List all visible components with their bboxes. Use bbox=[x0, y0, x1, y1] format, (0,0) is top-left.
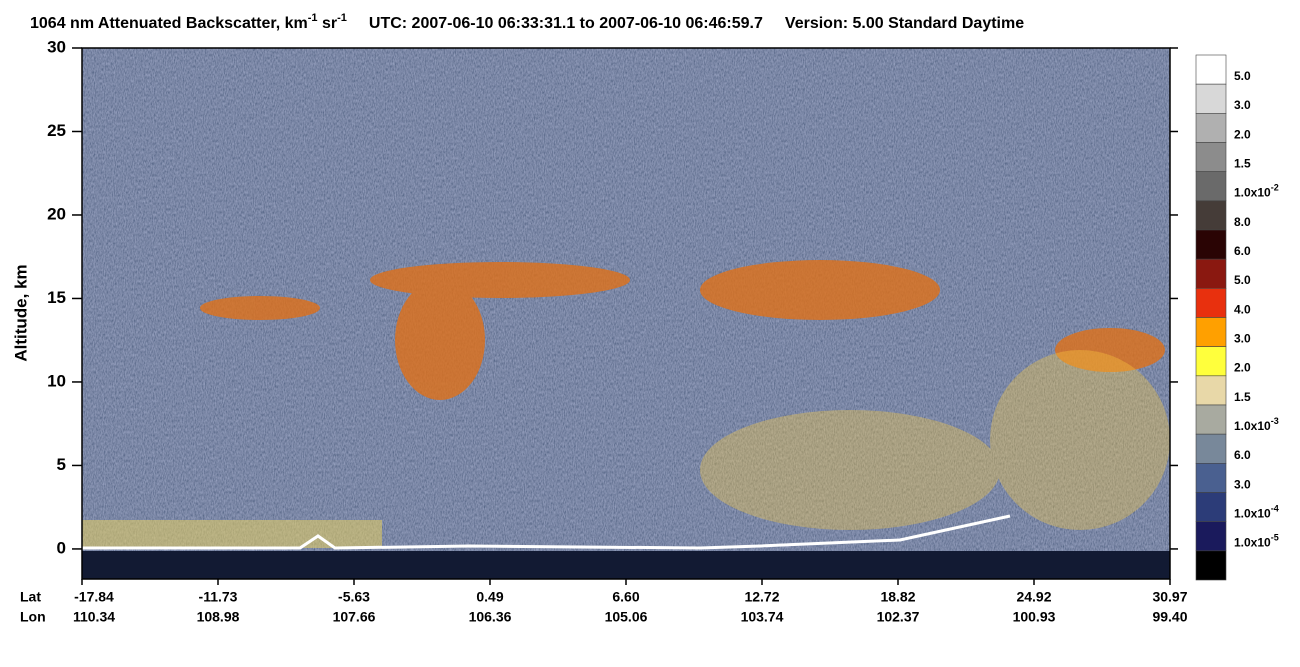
colorbar-label-sup: -5 bbox=[1271, 533, 1279, 543]
lat-label: Lat bbox=[20, 589, 41, 605]
colorbar-cell bbox=[1195, 258, 1227, 289]
lon-tick-label: 105.06 bbox=[605, 609, 648, 625]
colorbar-cell bbox=[1195, 171, 1227, 202]
colorbar-cell bbox=[1195, 317, 1227, 347]
colorbar-label-text: 8.0 bbox=[1234, 215, 1251, 229]
lon-tick-label: 107.66 bbox=[333, 609, 376, 625]
colorbar-label: 1.0x10-2 bbox=[1234, 183, 1279, 200]
surface-return bbox=[82, 514, 1011, 550]
title-part: sr bbox=[318, 15, 338, 32]
colorbar-cell bbox=[1195, 54, 1227, 85]
colorbar-label-text: 4.0 bbox=[1234, 303, 1251, 317]
colorbar-label-text: 3.0 bbox=[1234, 98, 1251, 112]
colorbar-label: 3.0 bbox=[1234, 332, 1251, 346]
colorbar-label: 8.0 bbox=[1234, 215, 1251, 229]
colorbar-label-text: 3.0 bbox=[1234, 478, 1251, 492]
colorbar-label: 5.0 bbox=[1234, 69, 1251, 83]
colorbar-label-text: 6.0 bbox=[1234, 244, 1251, 258]
colorbar-cell bbox=[1195, 142, 1227, 172]
y-tick-label: 0 bbox=[57, 538, 66, 557]
colorbar-label: 5.0 bbox=[1234, 273, 1251, 287]
lon-label: Lon bbox=[20, 609, 46, 625]
lat-tick-label: 24.92 bbox=[1016, 589, 1051, 605]
y-tick-label: 15 bbox=[47, 288, 66, 307]
boundary-layer bbox=[82, 520, 382, 548]
lat-tick-label: 6.60 bbox=[612, 589, 639, 605]
subsurface bbox=[82, 551, 1170, 579]
title-part: Version: 5.00 Standard Daytime bbox=[785, 15, 1024, 32]
lat-tick-label: 18.82 bbox=[880, 589, 915, 605]
colorbar-label: 2.0 bbox=[1234, 128, 1251, 142]
colorbar-cell bbox=[1195, 521, 1227, 552]
colorbar-label: 3.0 bbox=[1234, 98, 1251, 112]
colorbar-label-sup: -3 bbox=[1271, 416, 1279, 426]
lon-tick-label: 100.93 bbox=[1013, 609, 1056, 625]
colorbar-label-sup: -4 bbox=[1271, 504, 1279, 514]
colorbar-label-text: 1.5 bbox=[1234, 390, 1251, 404]
colorbar-label: 4.0 bbox=[1234, 303, 1251, 317]
y-tick-label: 20 bbox=[47, 204, 66, 223]
colorbar-label-text: 1.0x10 bbox=[1234, 419, 1271, 433]
title-part: UTC: 2007-06-10 06:33:31.1 to 2007-06-10… bbox=[369, 15, 763, 32]
title-sup: -1 bbox=[337, 12, 347, 24]
y-tick-label: 5 bbox=[57, 455, 66, 474]
colorbar-cell bbox=[1195, 113, 1227, 143]
chart-title: 1064 nm Attenuated Backscatter, km-1 sr-… bbox=[30, 12, 1024, 32]
lat-tick-label: -17.84 bbox=[74, 589, 114, 605]
curtain-image bbox=[82, 48, 1170, 579]
colorbar-label: 1.5 bbox=[1234, 390, 1251, 404]
lon-tick-label: 103.74 bbox=[741, 609, 784, 625]
lat-tick-label: 12.72 bbox=[744, 589, 779, 605]
colorbar-cell bbox=[1195, 200, 1227, 231]
colorbar-cell bbox=[1195, 404, 1227, 435]
colorbar-label-text: 1.0x10 bbox=[1234, 507, 1271, 521]
lon-tick-label: 106.36 bbox=[469, 609, 512, 625]
colorbar-cell bbox=[1195, 433, 1227, 464]
colorbar-label-sup: -2 bbox=[1271, 183, 1279, 193]
colorbar-label: 1.0x10-3 bbox=[1234, 416, 1279, 433]
colorbar-label-text: 2.0 bbox=[1234, 361, 1251, 375]
colorbar-label: 2.0 bbox=[1234, 361, 1251, 375]
y-tick-label: 10 bbox=[47, 371, 66, 390]
lat-tick-label: -5.63 bbox=[338, 589, 370, 605]
colorbar-label: 1.0x10-4 bbox=[1234, 504, 1279, 521]
colorbar-cell bbox=[1195, 550, 1227, 581]
colorbar-cell bbox=[1195, 375, 1227, 406]
colorbar-cell bbox=[1195, 83, 1227, 114]
colorbar-label-text: 2.0 bbox=[1234, 128, 1251, 142]
colorbar-label-text: 1.5 bbox=[1234, 157, 1251, 171]
colorbar-label-text: 1.0x10 bbox=[1234, 186, 1271, 200]
lat-tick-label: 30.97 bbox=[1152, 589, 1187, 605]
colorbar-label-text: 6.0 bbox=[1234, 448, 1251, 462]
y-axis-label: Altitude, km bbox=[11, 264, 30, 361]
colorbar-label-text: 5.0 bbox=[1234, 69, 1251, 83]
lat-tick-label: 0.49 bbox=[476, 589, 503, 605]
colorbar-label-text: 3.0 bbox=[1234, 332, 1251, 346]
colorbar-label-text: 1.0x10 bbox=[1234, 536, 1271, 550]
lon-tick-label: 108.98 bbox=[197, 609, 240, 625]
colorbar-label: 3.0 bbox=[1234, 478, 1251, 492]
colorbar-cell bbox=[1195, 492, 1227, 522]
colorbar-cell bbox=[1195, 288, 1227, 318]
lon-tick-label: 102.37 bbox=[877, 609, 920, 625]
colorbar-label: 6.0 bbox=[1234, 244, 1251, 258]
colorbar-label-text: 5.0 bbox=[1234, 273, 1251, 287]
cloud-halo bbox=[700, 350, 1170, 530]
colorbar-label: 6.0 bbox=[1234, 448, 1251, 462]
title-sup: -1 bbox=[308, 12, 318, 24]
colorbar-cell bbox=[1195, 229, 1227, 260]
lon-tick-label: 99.40 bbox=[1152, 609, 1187, 625]
lat-tick-label: -11.73 bbox=[199, 589, 238, 605]
lon-tick-label: 110.34 bbox=[73, 609, 115, 625]
cloud-layer bbox=[200, 260, 1165, 400]
colorbar-cell bbox=[1195, 463, 1227, 493]
title-part: 1064 nm Attenuated Backscatter, km bbox=[30, 15, 308, 32]
colorbar-cell bbox=[1195, 346, 1227, 377]
y-tick-label: 30 bbox=[47, 37, 66, 56]
y-tick-label: 25 bbox=[47, 121, 66, 140]
colorbar-label: 1.5 bbox=[1234, 157, 1251, 171]
colorbar-label: 1.0x10-5 bbox=[1234, 533, 1279, 550]
